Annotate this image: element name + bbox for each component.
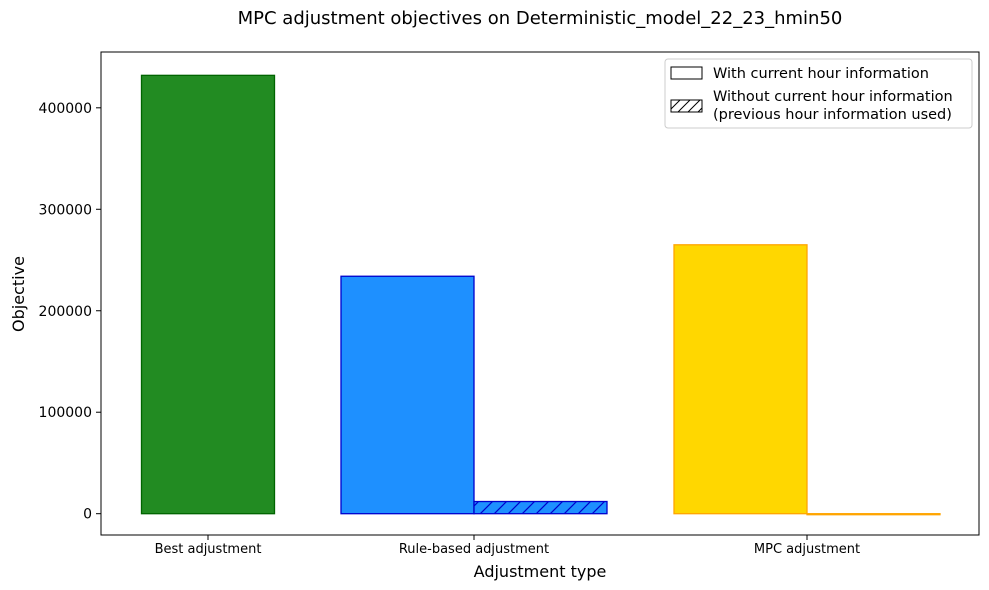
x-tick-label: MPC adjustment	[754, 542, 860, 557]
legend-swatch-solid	[670, 66, 703, 80]
x-axis-label: Adjustment type	[474, 562, 607, 581]
bar-mpc-adjustment-without-current-hour	[806, 513, 941, 516]
bar-rule-based-adjustment-without-current-hour	[473, 500, 608, 515]
y-tick-label: 200000	[39, 304, 92, 320]
y-ticks-layer: 0 100000 200000 300000 400000	[39, 101, 101, 523]
bar-best-adjustment-with-current-hour	[140, 74, 276, 515]
plot-frame	[100, 51, 980, 536]
legend-swatch-hatched	[670, 99, 703, 113]
legend-label-without-current-hour: Without current hour information (previo…	[713, 89, 957, 123]
x-ticks-layer: Best adjustment Rule-based adjustment MPC …	[155, 535, 860, 557]
y-tick-label: 0	[83, 507, 92, 523]
y-axis-label: Objective	[9, 256, 28, 332]
bar-rule-based-adjustment-with-current-hour	[340, 275, 475, 515]
chart-title: MPC adjustment objectives on Determinist…	[238, 8, 843, 29]
legend: With current hour information Without cu…	[664, 58, 973, 129]
bars-layer	[140, 74, 941, 516]
bar-mpc-adjustment-with-current-hour	[673, 244, 808, 515]
legend-frame	[664, 58, 973, 129]
y-tick-label: 100000	[39, 405, 92, 421]
y-tick-label: 400000	[39, 101, 92, 117]
x-tick-label: Rule-based adjustment	[399, 542, 549, 557]
y-tick-label: 300000	[39, 202, 92, 218]
legend-label-line-2: (previous hour information used)	[713, 107, 952, 123]
legend-label-line-1: Without current hour information	[713, 89, 953, 105]
x-tick-label: Best adjustment	[155, 542, 262, 557]
legend-label-with-current-hour: With current hour information	[713, 66, 929, 82]
